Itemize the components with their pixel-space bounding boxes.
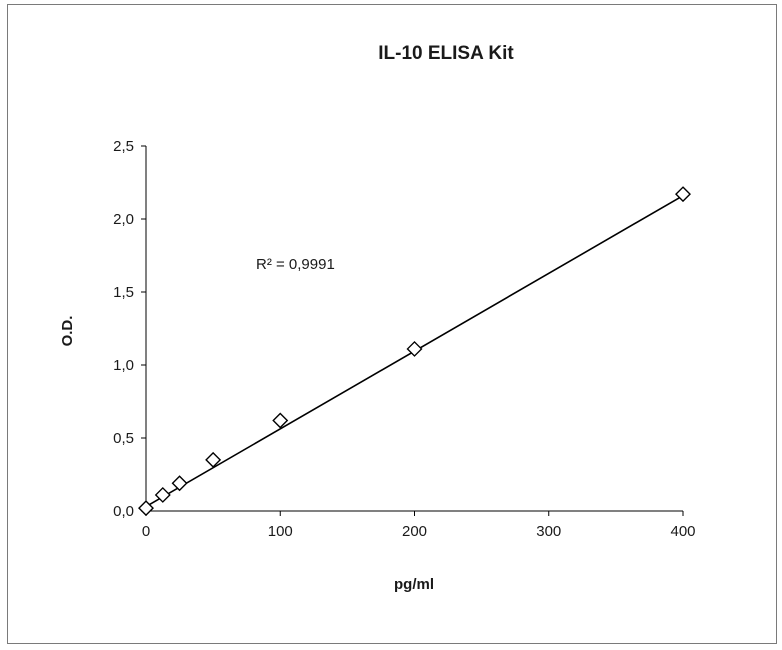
y-tick-label: 1,0	[113, 357, 134, 374]
r-squared-annotation: R² = 0,9991	[256, 256, 335, 273]
x-tick-label: 200	[402, 523, 427, 540]
x-tick-label: 100	[268, 523, 293, 540]
data-point-marker	[171, 475, 188, 492]
x-tick-label: 0	[142, 523, 150, 540]
x-tick-label: 400	[670, 523, 695, 540]
chart-frame: IL-10 ELISA Kit 0,0 0,5 1,0 1,5 2,0 2,5 0 100 2…	[7, 4, 777, 644]
chart: IL-10 ELISA Kit 0,0 0,5 1,0 1,5 2,0 2,5 0 100 2…	[59, 43, 696, 593]
x-tick-label: 300	[536, 523, 561, 540]
data-point-marker	[138, 500, 154, 517]
x-axis-title: pg/ml	[394, 576, 434, 593]
y-tick-label: 1,5	[113, 284, 134, 301]
data-point-marker	[154, 486, 171, 503]
data-point-marker	[406, 340, 423, 357]
y-axis-title: O.D.	[59, 316, 76, 347]
data-points	[138, 186, 691, 517]
chart-title: IL-10 ELISA Kit	[378, 43, 514, 64]
data-point-marker	[675, 186, 691, 203]
y-tick-label: 2,5	[113, 138, 134, 155]
data-point-marker	[272, 412, 289, 429]
data-point-marker	[205, 451, 222, 468]
x-ticks: 0 100 200 300 400	[142, 511, 696, 540]
y-tick-label: 2,0	[113, 211, 134, 228]
y-ticks: 0,0 0,5 1,0 1,5 2,0 2,5	[113, 138, 146, 520]
y-tick-label: 0,0	[113, 503, 134, 520]
y-tick-label: 0,5	[113, 430, 134, 447]
